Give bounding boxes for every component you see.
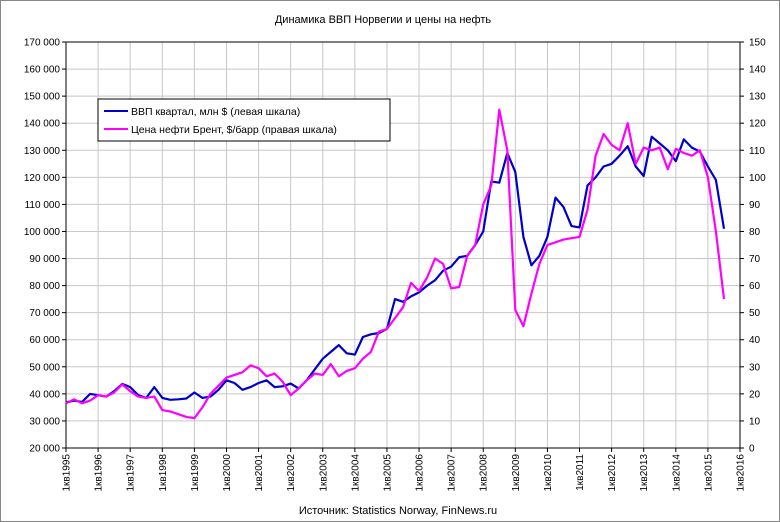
y-left-tick-label: 70 000 [29, 308, 60, 319]
y-right-tick-label: 110 [749, 146, 765, 157]
x-tick-label: 1кв2007 [447, 454, 458, 492]
x-tick-label: 1кв2012 [607, 454, 618, 492]
y-left-ticks: 20 000 30 000 40 000 50 000 60 000 70 000 80 0… [24, 38, 66, 455]
y-right-tick-label: 40 [749, 335, 761, 346]
y-right-tick-label: 60 [749, 281, 761, 292]
y-right-tick-label: 100 [749, 173, 766, 184]
y-left-tick-label: 90 000 [29, 254, 60, 265]
x-tick-label: 1кв1996 [94, 454, 105, 492]
x-tick-label: 1кв1998 [158, 454, 169, 492]
legend-box [97, 98, 391, 142]
y-left-tick-label: 170 000 [24, 38, 61, 49]
y-left-tick-label: 160 000 [24, 65, 61, 76]
y-right-tick-label: 90 [749, 200, 761, 211]
x-tick-label: 1кв1997 [126, 454, 137, 492]
x-tick-label: 1кв2014 [671, 454, 682, 492]
x-tick-label: 1кв1999 [190, 454, 201, 492]
legend-label-oil: Цена нефти Брент, $/барр (правая шкала) [131, 124, 337, 136]
x-tick-label: 1кв2003 [318, 454, 329, 492]
series-line-gdp [65, 135, 726, 404]
x-tick-label: 1кв2015 [703, 454, 714, 492]
y-right-tick-label: 30 [749, 362, 761, 373]
y-right-ticks: 0 10 20 30 40 50 60 70 80 90 100 110 120 130 140 150 [740, 38, 766, 455]
y-left-tick-label: 100 000 [24, 227, 61, 238]
y-right-tick-label: 20 [749, 389, 761, 400]
series-layer [65, 108, 726, 420]
y-right-tick-label: 0 [749, 444, 755, 455]
x-tick-label: 1кв2001 [254, 454, 265, 492]
y-right-tick-label: 10 [749, 416, 761, 427]
y-left-tick-label: 140 000 [24, 119, 61, 130]
y-right-tick-label: 130 [749, 92, 766, 103]
x-ticks: 1кв1995 1кв1996 1кв1997 1кв1998 1кв1999 1кв20… [62, 448, 747, 492]
y-right-tick-label: 80 [749, 227, 761, 238]
y-right-tick-label: 120 [749, 119, 766, 130]
y-left-tick-label: 20 000 [29, 444, 60, 455]
x-tick-label: 1кв2013 [639, 454, 650, 492]
x-tick-label: 1кв2016 [736, 454, 747, 492]
y-right-tick-label: 150 [749, 38, 766, 49]
y-right-tick-label: 70 [749, 254, 761, 265]
x-tick-label: 1кв2008 [479, 454, 490, 492]
plot-area [65, 41, 741, 449]
source-note: Источник: Statistics Norway, FinNews.ru [299, 505, 497, 517]
y-left-tick-label: 120 000 [24, 173, 61, 184]
series-line-oil [65, 108, 726, 420]
x-tick-label: 1кв2010 [543, 454, 554, 492]
y-left-tick-label: 60 000 [29, 335, 60, 346]
x-tick-label: 1кв2006 [415, 454, 426, 492]
y-left-tick-label: 40 000 [29, 389, 60, 400]
x-tick-label: 1кв2009 [511, 454, 522, 492]
y-left-tick-label: 30 000 [29, 416, 60, 427]
y-left-tick-label: 130 000 [24, 146, 61, 157]
x-tick-label: 1кв2004 [350, 454, 361, 492]
y-left-tick-label: 150 000 [24, 92, 61, 103]
legend-label-gdp: ВВП квартал, млн $ (левая шкала) [131, 106, 300, 118]
y-left-tick-label: 110 000 [25, 200, 61, 211]
x-tick-label: 1кв2002 [286, 454, 297, 492]
y-right-tick-label: 50 [749, 308, 761, 319]
y-left-tick-label: 80 000 [29, 281, 60, 292]
y-right-tick-label: 140 [749, 65, 766, 76]
plot-border [65, 41, 741, 449]
legend: ВВП квартал, млн $ (левая шкала) Цена не… [97, 98, 391, 142]
x-tick-label: 1кв1995 [62, 454, 73, 492]
chart-title: Динамика ВВП Норвегии и цены на нефть [275, 14, 492, 26]
x-tick-label: 1кв2000 [222, 454, 233, 492]
y-left-tick-label: 50 000 [29, 362, 60, 373]
x-tick-label: 1кв2005 [382, 454, 393, 492]
x-tick-label: 1кв2011 [575, 454, 586, 491]
